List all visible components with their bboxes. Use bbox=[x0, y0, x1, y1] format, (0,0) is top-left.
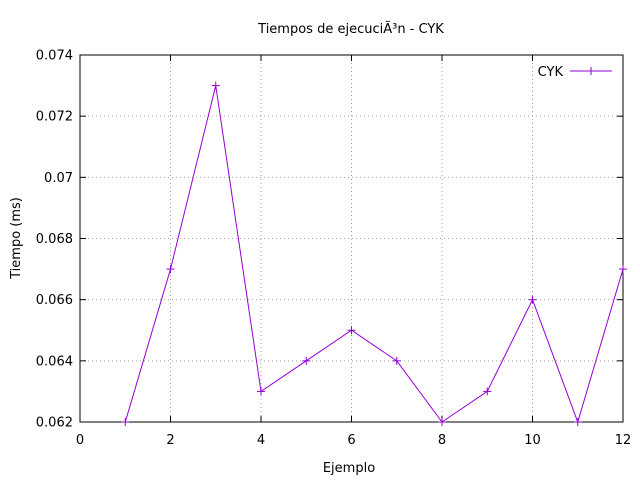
plot-frame bbox=[79, 54, 624, 423]
legend-marker-cyk bbox=[587, 67, 595, 75]
x-tick-label: 2 bbox=[166, 433, 174, 448]
x-tick-label: 6 bbox=[347, 433, 355, 448]
y-tick-label: 0.07 bbox=[44, 171, 73, 186]
x-tick-label: 4 bbox=[257, 433, 265, 448]
data-point bbox=[302, 356, 311, 365]
data-point bbox=[347, 326, 356, 335]
data-point bbox=[166, 265, 175, 274]
y-tick-label: 0.068 bbox=[36, 232, 73, 247]
data-point bbox=[528, 295, 537, 304]
series-layer bbox=[121, 81, 627, 426]
y-axis-label: Tiempo (ms) bbox=[9, 197, 24, 280]
y-tick-label: 0.064 bbox=[36, 354, 73, 369]
data-point bbox=[257, 387, 265, 396]
grid bbox=[80, 55, 623, 422]
data-point bbox=[573, 418, 582, 426]
x-tick-label: 8 bbox=[438, 433, 446, 448]
data-point bbox=[438, 418, 446, 426]
series-line-cyk bbox=[124, 85, 624, 424]
y-tick-label: 0.074 bbox=[36, 49, 73, 64]
data-point bbox=[619, 265, 627, 274]
data-point bbox=[121, 418, 130, 426]
data-point bbox=[211, 81, 220, 90]
data-point bbox=[483, 387, 492, 396]
chart-title: Tiempos de ejecuciÃ³n - CYK bbox=[257, 21, 444, 37]
x-tick-label: 0 bbox=[76, 433, 84, 448]
y-tick-label: 0.072 bbox=[36, 110, 73, 125]
legend: CYK bbox=[538, 65, 612, 80]
axis-ticks: 0.062 0.064 0.066 0.068 0.07 0.072 0.074 0 2 4 6 8 1… bbox=[36, 49, 631, 449]
x-tick-label: 12 bbox=[615, 433, 632, 448]
data-point bbox=[392, 356, 401, 365]
x-axis-label: Ejemplo bbox=[323, 461, 375, 476]
legend-label-cyk: CYK bbox=[538, 65, 564, 80]
y-tick-label: 0.066 bbox=[36, 293, 73, 308]
x-tick-label: 10 bbox=[524, 433, 541, 448]
y-tick-label: 0.062 bbox=[36, 416, 73, 431]
